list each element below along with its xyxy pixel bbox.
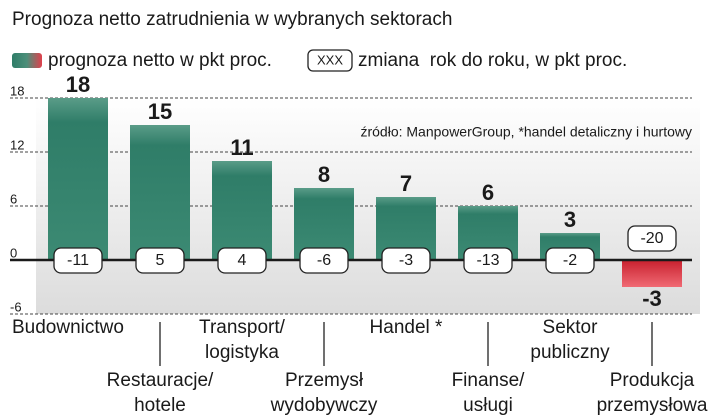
change-box [627,225,677,252]
change-box [135,247,185,274]
x-tick-label-line: Sektor [543,317,599,338]
change-box [381,247,431,274]
change-label: -20 [640,230,663,247]
legend-swatch [12,53,42,68]
bar [130,125,190,260]
x-tick-label-line: Restauracje/ [107,370,214,391]
x-tick-label: Produkcja przemysłowa [597,370,708,416]
x-tick-label-line: logistyka [205,342,279,363]
x-tick-label-line: hotele [134,395,186,416]
legend-box [307,49,353,72]
value-label: 6 [482,180,494,205]
value-label: 15 [148,99,172,124]
change-label: -11 [67,252,89,269]
x-tick-label: Sektor publiczny [530,317,610,363]
x-tick-label: Handel * [370,317,443,338]
x-tick-label-line: publiczny [530,342,610,363]
x-tick-label: Finanse/usługi [452,370,526,416]
value-label: 11 [230,135,253,160]
x-tick-label: Przemysł wydobywczy [270,370,378,416]
legend-label: zmiana rok do roku, w pkt proc. [358,50,627,71]
x-tick-label-line: usługi [463,395,513,416]
legend-label: prognoza netto w pkt proc. [48,50,272,71]
change-box [299,247,349,274]
chart-title: Prognoza netto zatrudnienia w wybranych … [12,9,452,30]
x-tick-label-line: wydobywczy [270,395,378,416]
value-label: -3 [642,286,662,311]
change-box [463,247,513,274]
y-tick-label: 6 [10,191,17,206]
y-tick-label: 12 [10,137,24,152]
change-label: 5 [156,252,165,269]
x-tick-label: Transport/logistyka [199,317,286,363]
legend-box-sample: XXX [317,52,343,67]
source-note: źródło: ManpowerGroup, *handel detaliczn… [360,124,692,140]
change-label: 4 [238,252,247,269]
x-tick-label-line: Transport/ [199,317,286,338]
change-label: -6 [317,252,331,269]
y-tick-label: 18 [10,83,24,98]
change-box [53,247,103,274]
change-label: -13 [476,252,499,269]
x-tick-label-line: Handel * [370,317,443,338]
x-tick-label: Budownictwo [12,317,124,338]
value-label: 18 [66,72,90,97]
x-tick-label-line: Finanse/ [452,370,526,391]
x-tick-label: Restauracje/hotele [107,370,214,416]
bar [48,98,108,260]
x-tick-label-line: Przemysł [285,370,364,391]
bar [212,161,272,260]
bar [622,260,682,287]
y-tick-label: -6 [10,299,22,314]
value-label: 8 [318,162,330,187]
change-box [545,247,595,274]
x-tick-label-line: Budownictwo [12,317,124,338]
y-tick-label: 0 [10,245,17,260]
change-label: -2 [563,252,577,269]
change-box [217,247,267,274]
change-label: -3 [399,252,413,269]
value-label: 7 [400,171,412,196]
x-tick-label-line: Produkcja [610,370,695,391]
value-label: 3 [564,207,576,232]
x-tick-label-line: przemysłowa [597,395,708,416]
